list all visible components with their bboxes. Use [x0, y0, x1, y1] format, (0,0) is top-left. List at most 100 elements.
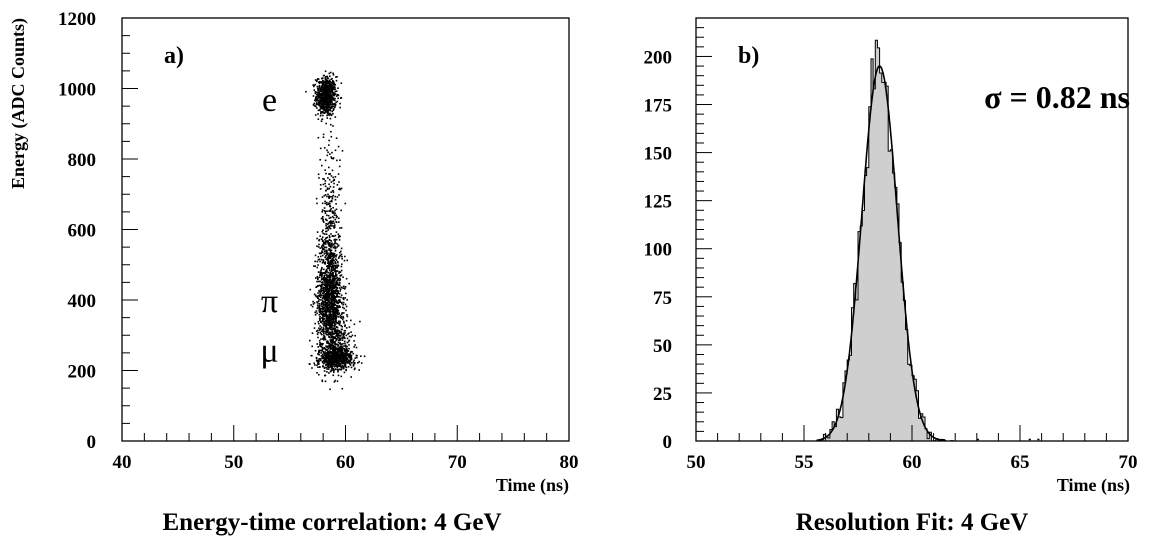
scatter-point	[323, 310, 325, 313]
scatter-point	[325, 359, 328, 362]
scatter-point	[332, 82, 335, 84]
scatter-point	[333, 321, 335, 324]
x-tick-label: 40	[113, 452, 132, 473]
scatter-point	[330, 249, 333, 252]
scatter-point	[330, 282, 333, 285]
scatter-point	[340, 209, 342, 212]
scatter-point	[329, 224, 332, 227]
scatter-point	[320, 255, 322, 258]
scatter-point	[331, 189, 334, 192]
annotation-pi: π	[261, 283, 278, 320]
scatter-point	[337, 369, 339, 372]
scatter-point	[330, 307, 332, 309]
scatter-point	[317, 118, 320, 120]
scatter-point	[341, 351, 344, 353]
scatter-point	[337, 345, 339, 347]
scatter-point	[328, 217, 331, 219]
scatter-point	[315, 330, 318, 332]
scatter-point	[321, 275, 323, 278]
scatter-point	[329, 83, 332, 85]
scatter-point	[318, 295, 321, 297]
scatter-point	[331, 284, 334, 287]
scatter-point	[343, 367, 345, 370]
scatter-point	[329, 242, 331, 244]
scatter-point	[324, 246, 326, 249]
scatter-point	[315, 277, 317, 279]
scatter-point	[318, 252, 321, 255]
scatter-point	[318, 349, 320, 352]
scatter-point	[326, 298, 328, 300]
scatter-point	[326, 302, 328, 304]
scatter-point	[328, 166, 330, 169]
scatter-point	[327, 151, 329, 154]
scatter-point	[334, 360, 337, 362]
scatter-point	[334, 234, 337, 237]
scatter-point	[334, 317, 336, 320]
scatter-point	[348, 357, 351, 359]
scatter-point	[338, 331, 341, 334]
scatter-point	[329, 285, 332, 288]
scatter-point	[337, 291, 340, 294]
scatter-point	[336, 76, 338, 78]
scatter-point	[325, 290, 328, 292]
scatter-point	[328, 280, 330, 282]
scatter-point	[330, 339, 332, 341]
scatter-point	[335, 79, 338, 82]
scatter-point	[334, 296, 336, 299]
scatter-point	[335, 339, 337, 342]
scatter-point	[326, 368, 328, 370]
scatter-point	[333, 348, 336, 350]
scatter-point	[324, 261, 327, 263]
scatter-point	[327, 328, 329, 331]
scatter-point	[329, 255, 332, 257]
scatter-point	[328, 363, 330, 366]
scatter-point	[333, 222, 335, 225]
scatter-point	[329, 360, 332, 362]
scatter-point	[329, 80, 331, 83]
scatter-point	[345, 352, 347, 354]
scatter-point	[331, 288, 334, 290]
scatter-point	[328, 249, 331, 251]
scatter-point	[326, 77, 329, 80]
scatter-point	[336, 305, 338, 307]
scatter-point	[339, 288, 342, 290]
scatter-point	[338, 313, 341, 315]
panel-a-scatter-points	[305, 70, 366, 391]
scatter-point	[333, 243, 335, 245]
scatter-point	[316, 79, 318, 81]
scatter-point	[345, 334, 348, 337]
scatter-point	[317, 352, 320, 354]
scatter-point	[319, 188, 322, 190]
scatter-point	[325, 288, 328, 290]
scatter-point	[347, 333, 349, 335]
scatter-point	[319, 247, 321, 249]
scatter-point	[351, 351, 354, 353]
scatter-point	[329, 245, 331, 247]
scatter-point	[324, 202, 326, 205]
scatter-point	[336, 362, 339, 364]
scatter-point	[344, 344, 347, 347]
scatter-point	[322, 260, 324, 263]
scatter-point	[314, 79, 317, 81]
scatter-point	[333, 292, 336, 294]
scatter-point	[340, 330, 342, 333]
scatter-point	[334, 347, 337, 349]
scatter-point	[344, 342, 346, 345]
scatter-point	[318, 322, 320, 325]
scatter-point	[330, 369, 333, 371]
scatter-point	[336, 296, 339, 298]
scatter-point	[326, 236, 329, 239]
scatter-point	[321, 77, 324, 79]
scatter-point	[339, 306, 341, 308]
scatter-point	[316, 107, 318, 109]
scatter-point	[326, 91, 329, 94]
scatter-point	[347, 350, 349, 352]
scatter-point	[334, 247, 337, 250]
scatter-point	[338, 165, 341, 168]
scatter-point	[325, 90, 328, 92]
scatter-point	[322, 307, 324, 310]
scatter-point	[325, 345, 327, 347]
scatter-point	[331, 245, 333, 247]
scatter-point	[340, 337, 342, 339]
scatter-point	[330, 221, 333, 223]
